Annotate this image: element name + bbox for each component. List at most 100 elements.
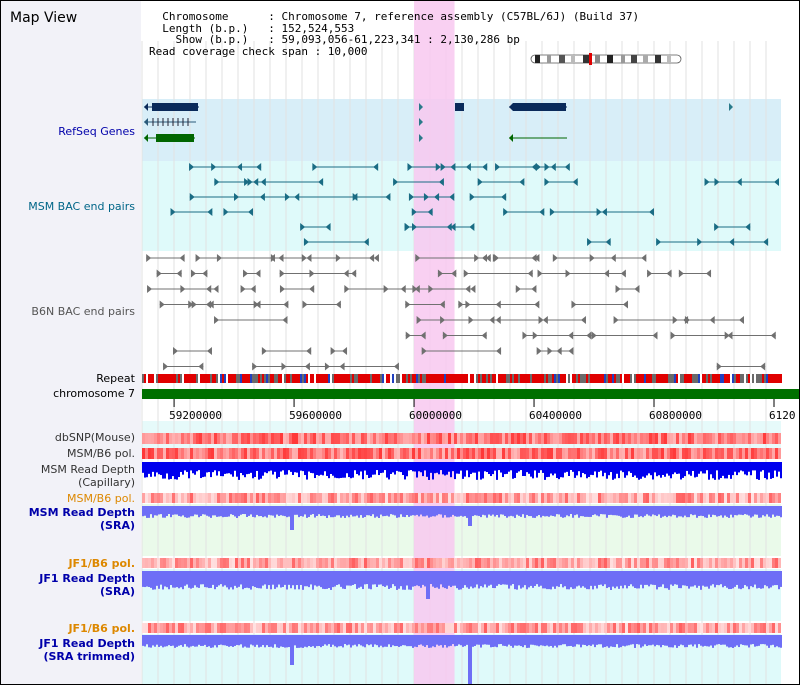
- refseq-gene-exon: [513, 103, 566, 111]
- label-jf1-read-depth-trimmed-sub: (SRA trimmed): [43, 650, 135, 663]
- b6n-bac-end: [683, 316, 689, 324]
- b6n-bac-end: [571, 300, 577, 309]
- jf1-b6-pol-heatmap: [142, 558, 781, 568]
- msm-b6-pol-heatmap-2: [142, 493, 781, 503]
- msm-bac-end: [544, 163, 550, 171]
- msm-bac-end: [248, 208, 254, 216]
- b6n-bac-end: [468, 316, 474, 324]
- msm-bac-end: [300, 223, 306, 231]
- msm-read-depth-sra: [142, 506, 782, 530]
- msm-bac-end: [714, 223, 720, 231]
- msm-bac-end: [587, 238, 593, 246]
- refseq-gene-exon: [152, 103, 198, 111]
- b6n-bac-end: [216, 254, 222, 262]
- b6n-bac-end: [532, 331, 538, 340]
- b6n-bac-end: [250, 285, 256, 293]
- b6n-bac-end: [623, 300, 629, 309]
- msm-bac-end: [519, 178, 525, 186]
- b6n-bac-end: [240, 285, 246, 293]
- info-line-chromosome: Chromosome : Chromosome 7, reference ass…: [149, 10, 640, 23]
- b6n-bac-end: [670, 331, 676, 340]
- label-msm-read-depth-sra: MSM Read Depth: [28, 506, 135, 519]
- axis-tick-label: 60800000: [649, 409, 702, 422]
- b6n-bac-end: [190, 269, 196, 278]
- b6n-bac-end: [195, 254, 201, 262]
- b6n-bac-end: [634, 285, 640, 293]
- msm-bac-end: [544, 178, 550, 186]
- refseq-gene-strand: [509, 103, 513, 111]
- b6n-bac-end: [324, 362, 330, 371]
- info-line-show: Show (b.p.) : 59,093,056-61,223,341 : 2,…: [149, 33, 520, 46]
- b6n-bac-end: [586, 331, 592, 340]
- b6n-bac-end: [568, 347, 574, 355]
- b6n-bac-end: [463, 269, 469, 278]
- msm-bac-end: [605, 238, 611, 246]
- b6n-bac-end: [536, 347, 542, 355]
- b6n-bac-end: [652, 331, 658, 340]
- b6n-bac-end: [495, 300, 501, 309]
- b6n-bac-end: [678, 269, 684, 278]
- msm-read-depth-capillary: [142, 462, 782, 480]
- msm-bac-end: [385, 193, 391, 201]
- b6n-bac-end: [279, 269, 285, 278]
- refseq-gene-strand: [509, 134, 513, 142]
- msm-bac-end: [438, 178, 444, 186]
- b6n-bac-end: [415, 254, 421, 262]
- b6n-bac-end: [202, 269, 208, 278]
- b6n-bac-end: [470, 285, 476, 293]
- b6n-bac-end: [620, 269, 626, 278]
- b6n-bac-end: [147, 285, 153, 293]
- msm-bac-end: [501, 193, 507, 201]
- msm-bac-end: [763, 238, 769, 246]
- page-title: Map View: [10, 10, 78, 26]
- msm-bac-end: [408, 193, 414, 201]
- track-label-panel: [1, 1, 141, 684]
- b6n-bac-end: [261, 347, 267, 355]
- b6n-bac-end: [613, 316, 619, 324]
- b6n-bac-end: [253, 300, 259, 309]
- label-b6n-bac-end-pairs: B6N BAC end pairs: [31, 305, 135, 318]
- b6n-bac-end: [281, 362, 287, 371]
- b6n-bac-end: [278, 254, 284, 262]
- msm-bac-end: [423, 193, 429, 201]
- axis-tick-label: 59200000: [169, 409, 222, 422]
- msm-bac-end: [503, 208, 509, 216]
- jf1-read-depth-sra: [142, 571, 782, 599]
- b6n-bac-end: [534, 300, 540, 309]
- msm-bac-end: [714, 178, 720, 186]
- msm-bac-end: [477, 178, 483, 186]
- msm-bac-end: [404, 223, 410, 231]
- b6n-bac-end: [496, 347, 502, 355]
- b6n-bac-end: [547, 347, 553, 355]
- refseq-gene-strand: [144, 118, 148, 126]
- b6n-bac-end: [706, 269, 712, 278]
- b6n-bac-end: [282, 316, 288, 324]
- label-jf1-read-depth-trimmed: JF1 Read Depth: [39, 637, 135, 650]
- msm-bac-end: [465, 163, 471, 171]
- b6n-bac-end: [537, 269, 543, 278]
- msm-bac-end: [564, 163, 570, 171]
- b6n-bac-end: [552, 254, 558, 262]
- label-jf1-read-depth-sra: JF1 Read Depth: [39, 572, 135, 585]
- msm-bac-end: [656, 238, 662, 246]
- msm-bac-end: [535, 163, 541, 171]
- b6n-bac-end: [615, 285, 621, 293]
- refseq-gene-strand: [419, 118, 423, 126]
- b6n-bac-end: [760, 362, 766, 371]
- b6n-bac-end: [159, 300, 165, 309]
- label-jf1-b6-pol-2: JF1/B6 pol.: [68, 622, 135, 635]
- b6n-bac-end: [534, 254, 540, 262]
- axis-tick-label: 60400000: [529, 409, 582, 422]
- chromosome-ideogram[interactable]: [529, 53, 689, 65]
- b6n-bac-end: [727, 331, 733, 340]
- b6n-bac-end: [420, 331, 426, 340]
- b6n-bac-end: [440, 316, 446, 324]
- msm-bac-end: [407, 163, 413, 171]
- b6n-bac-end: [176, 269, 182, 278]
- b6n-bac-end: [739, 316, 745, 324]
- label-repeat: Repeat: [96, 372, 135, 385]
- jf1-read-depth-trimmed: [142, 635, 782, 684]
- label-jf1-b6-pol: JF1/B6 pol.: [68, 557, 135, 570]
- b6n-bac-end: [580, 316, 586, 324]
